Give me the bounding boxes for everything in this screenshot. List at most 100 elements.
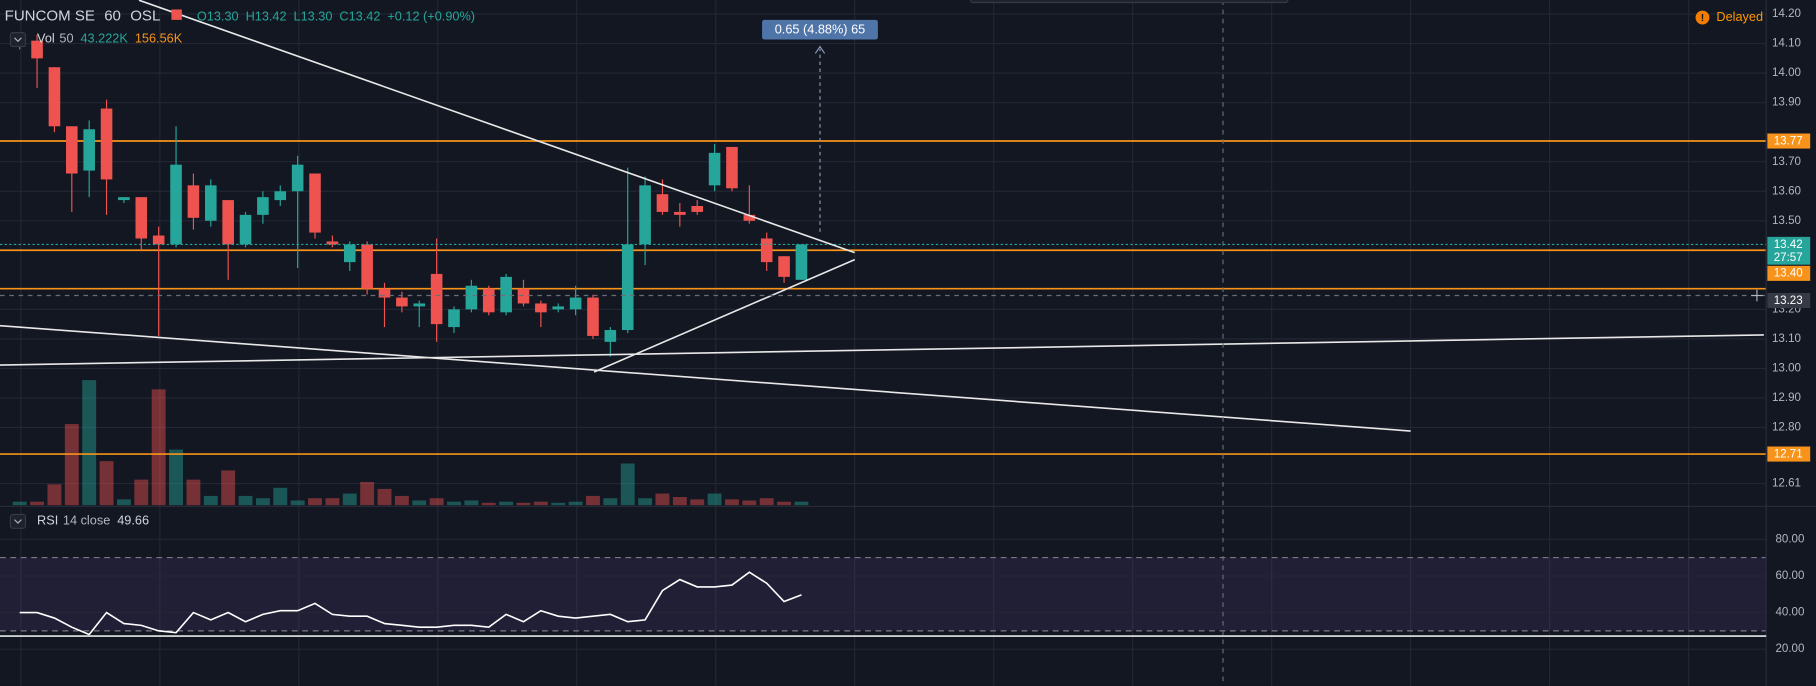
volume-bar bbox=[447, 501, 461, 506]
volume-bar bbox=[186, 479, 201, 506]
y-tick-label: 14.10 bbox=[1772, 38, 1801, 50]
candle-body bbox=[430, 273, 443, 325]
volume-bar bbox=[360, 481, 375, 506]
y-tick-label: 13.90 bbox=[1772, 97, 1801, 109]
candle-body bbox=[187, 185, 200, 218]
rsi-collapse-button[interactable] bbox=[9, 513, 27, 529]
collapse-arrow bbox=[14, 37, 22, 43]
volume-bar bbox=[412, 500, 427, 506]
candle-body bbox=[482, 288, 495, 313]
candle-body bbox=[448, 309, 460, 328]
candle-body bbox=[413, 303, 426, 307]
candle-body bbox=[552, 306, 565, 310]
volume-bar bbox=[672, 497, 687, 506]
delayed-icon[interactable] bbox=[1695, 10, 1710, 25]
volume-bar bbox=[238, 495, 253, 506]
price-label-box bbox=[1767, 446, 1811, 462]
y-tick-label: 12.61 bbox=[1772, 478, 1801, 490]
volume-bar bbox=[82, 380, 97, 506]
volume-bar bbox=[655, 493, 670, 506]
volume-bar bbox=[394, 495, 409, 506]
y-tick-label: 13.60 bbox=[1772, 185, 1801, 197]
candle-body bbox=[291, 164, 304, 192]
y-tick-label: 14.20 bbox=[1772, 8, 1801, 20]
y-tick-label: 13.50 bbox=[1772, 215, 1801, 227]
candle-body bbox=[656, 194, 669, 212]
symbol-legend: FUNCOM SE 60 OSL bbox=[5, 7, 161, 24]
volume-bar bbox=[290, 500, 305, 506]
candle-body bbox=[135, 197, 148, 239]
candle-body bbox=[604, 330, 617, 342]
candle-body bbox=[465, 285, 478, 310]
price-label: 13.23 bbox=[1774, 295, 1803, 307]
candle-body bbox=[708, 152, 721, 186]
volume-bar bbox=[134, 479, 149, 506]
candle-body bbox=[152, 235, 165, 245]
volume-bar bbox=[203, 495, 218, 506]
volume-bar bbox=[586, 495, 600, 506]
candle-body bbox=[674, 211, 686, 215]
candle-body bbox=[31, 40, 43, 59]
countdown-label: 27:57 bbox=[1774, 252, 1803, 264]
candle-body bbox=[378, 288, 391, 298]
volume-bar bbox=[620, 463, 635, 506]
y-tick-label: 12.90 bbox=[1772, 392, 1801, 404]
candle-body bbox=[239, 214, 252, 245]
measure-tool: 0.65 (4.88%) 65 bbox=[762, 19, 878, 232]
candle-body bbox=[309, 173, 321, 233]
price-label-box bbox=[1767, 236, 1811, 265]
volume-bar bbox=[464, 500, 479, 506]
collapse-button[interactable] bbox=[9, 32, 27, 48]
y-tick-label: 12.80 bbox=[1772, 422, 1801, 434]
candle-body bbox=[48, 67, 61, 127]
measure-label: 0.65 (4.88%) 65 bbox=[775, 22, 866, 37]
volume-bar bbox=[533, 501, 548, 506]
trend-lines bbox=[0, 0, 1764, 432]
volume-bar bbox=[690, 499, 705, 506]
y-tick-label: 80.00 bbox=[1775, 533, 1804, 545]
candle-body bbox=[743, 214, 756, 221]
toolbar-edge bbox=[969, 0, 1289, 4]
candle-body bbox=[343, 244, 356, 263]
volume-bar bbox=[568, 501, 583, 506]
candle-body bbox=[691, 206, 704, 212]
price-label-box bbox=[1767, 133, 1811, 149]
crosshair bbox=[0, 0, 1767, 686]
price-label-box bbox=[1767, 265, 1811, 281]
volume-bar bbox=[499, 501, 514, 506]
volume-bar bbox=[325, 498, 340, 506]
volume-bar bbox=[12, 501, 27, 506]
rsi-collapse-arrow bbox=[14, 519, 22, 524]
candle-body bbox=[170, 164, 182, 245]
rsi-band bbox=[0, 557, 1767, 631]
candle-body bbox=[621, 244, 634, 331]
candle-body bbox=[795, 244, 808, 280]
volume-bar bbox=[516, 502, 531, 506]
y-tick-label: 13.70 bbox=[1772, 156, 1801, 168]
volume-bar bbox=[725, 499, 739, 506]
candle-body bbox=[760, 238, 773, 263]
price-label: 12.71 bbox=[1774, 448, 1803, 460]
crosshair-plus bbox=[1751, 289, 1763, 302]
flag-icon bbox=[171, 9, 182, 20]
volume-bar bbox=[151, 389, 166, 506]
volume-bar bbox=[64, 424, 79, 506]
rsi-line bbox=[19, 571, 802, 636]
volume-bar bbox=[308, 498, 322, 506]
volume-bar bbox=[47, 484, 62, 506]
candle-body bbox=[639, 185, 651, 245]
y-tick-label: 40.00 bbox=[1775, 607, 1804, 619]
volume-bar bbox=[759, 498, 774, 506]
volume-bar bbox=[377, 488, 392, 506]
candle-body bbox=[274, 191, 287, 201]
delayed-status[interactable]: Delayed bbox=[1716, 9, 1763, 24]
volume-bar bbox=[221, 470, 236, 506]
volume-bar bbox=[742, 500, 757, 506]
candle-body bbox=[535, 303, 547, 313]
y-tick-label: 20.00 bbox=[1775, 643, 1804, 655]
y-tick-label: 60.00 bbox=[1775, 570, 1804, 582]
candle-body bbox=[100, 108, 113, 180]
